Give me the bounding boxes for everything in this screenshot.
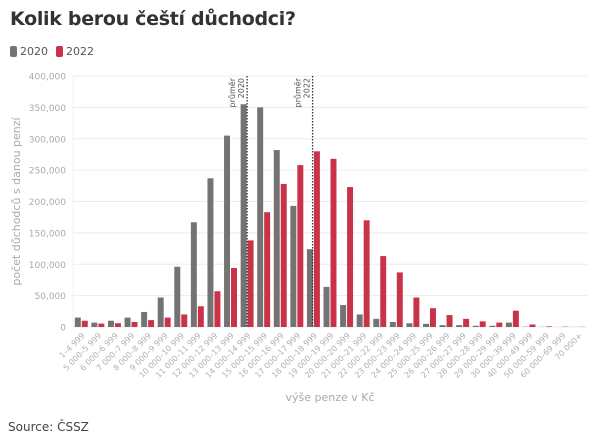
bar-2020[interactable] [257, 107, 263, 327]
bar-2020[interactable] [125, 318, 131, 327]
bar-2022[interactable] [364, 220, 370, 327]
bar-2022[interactable] [331, 159, 337, 327]
bar-2022[interactable] [264, 212, 270, 327]
y-tick-label: 350,000 [29, 104, 66, 114]
y-tick-label: 250,000 [29, 167, 66, 177]
bar-2022[interactable] [496, 323, 502, 327]
y-tick-label: 200,000 [29, 198, 66, 208]
bar-2020[interactable] [440, 325, 446, 327]
bar-2022[interactable] [447, 315, 453, 327]
average-label: průměr [227, 77, 237, 107]
bar-2022[interactable] [198, 306, 204, 327]
bar-2020[interactable] [191, 222, 197, 327]
bar-2020[interactable] [141, 312, 147, 327]
bar-2022[interactable] [513, 311, 519, 327]
bar-2020[interactable] [274, 150, 280, 327]
bar-2020[interactable] [456, 325, 462, 327]
bar-2022[interactable] [297, 165, 303, 327]
bar-chart: 0 50,000 100,000 150,000 200,000 250,000 300,0… [0, 0, 600, 410]
bar-2022[interactable] [463, 319, 469, 327]
bar-2022[interactable] [281, 184, 287, 327]
bar-2020[interactable] [373, 319, 379, 327]
x-axis-label: výše penze v Kč [285, 391, 374, 404]
y-tick-label: 0 [60, 324, 66, 334]
bar-2022[interactable] [165, 318, 171, 327]
bar-2020[interactable] [340, 305, 346, 327]
bar-2020[interactable] [390, 322, 396, 327]
bar-2022[interactable] [98, 324, 104, 327]
bar-2022[interactable] [214, 291, 220, 327]
bar-2020[interactable] [506, 323, 512, 327]
bar-2022[interactable] [397, 272, 403, 327]
bar-2020[interactable] [357, 314, 363, 327]
bar-2022[interactable] [231, 268, 237, 327]
bar-2020[interactable] [75, 318, 81, 327]
bar-2020[interactable] [307, 249, 313, 327]
y-axis-label: počet důchodců s danou penzí [10, 116, 23, 285]
bar-2022[interactable] [248, 240, 254, 327]
bar-2022[interactable] [546, 326, 552, 327]
bar-2020[interactable] [108, 321, 114, 327]
bar-2020[interactable] [207, 178, 213, 327]
y-tick-label: 50,000 [35, 292, 67, 302]
bar-2022[interactable] [314, 151, 320, 327]
bar-2022[interactable] [181, 314, 187, 327]
bar-2022[interactable] [413, 298, 419, 327]
bar-2020[interactable] [423, 324, 429, 327]
bar-2022[interactable] [430, 308, 436, 327]
bar-2020[interactable] [489, 326, 495, 327]
average-label-year: 2020 [237, 78, 246, 98]
bar-2020[interactable] [174, 267, 180, 327]
bar-2022[interactable] [380, 256, 386, 327]
average-label: průměr [293, 77, 303, 107]
y-tick-label: 100,000 [29, 261, 66, 271]
source-note: Source: ČSSZ [8, 420, 89, 434]
bar-2022[interactable] [132, 322, 138, 327]
bar-2022[interactable] [148, 320, 154, 327]
bar-2022[interactable] [82, 321, 88, 327]
bar-2022[interactable] [529, 324, 535, 327]
bar-2022[interactable] [347, 187, 353, 327]
y-tick-label: 150,000 [29, 229, 66, 239]
bar-2020[interactable] [324, 287, 330, 327]
bar-2020[interactable] [224, 136, 230, 327]
bar-2020[interactable] [290, 206, 296, 327]
bar-2020[interactable] [473, 326, 479, 327]
y-tick-label: 400,000 [29, 73, 66, 83]
bar-2020[interactable] [158, 298, 164, 327]
bar-2022[interactable] [480, 321, 486, 327]
average-label-year: 2022 [303, 78, 312, 98]
y-tick-label: 300,000 [29, 135, 66, 145]
bar-2020[interactable] [241, 104, 247, 327]
bar-2020[interactable] [91, 323, 97, 327]
bar-2022[interactable] [115, 323, 121, 327]
bar-2020[interactable] [406, 323, 412, 327]
